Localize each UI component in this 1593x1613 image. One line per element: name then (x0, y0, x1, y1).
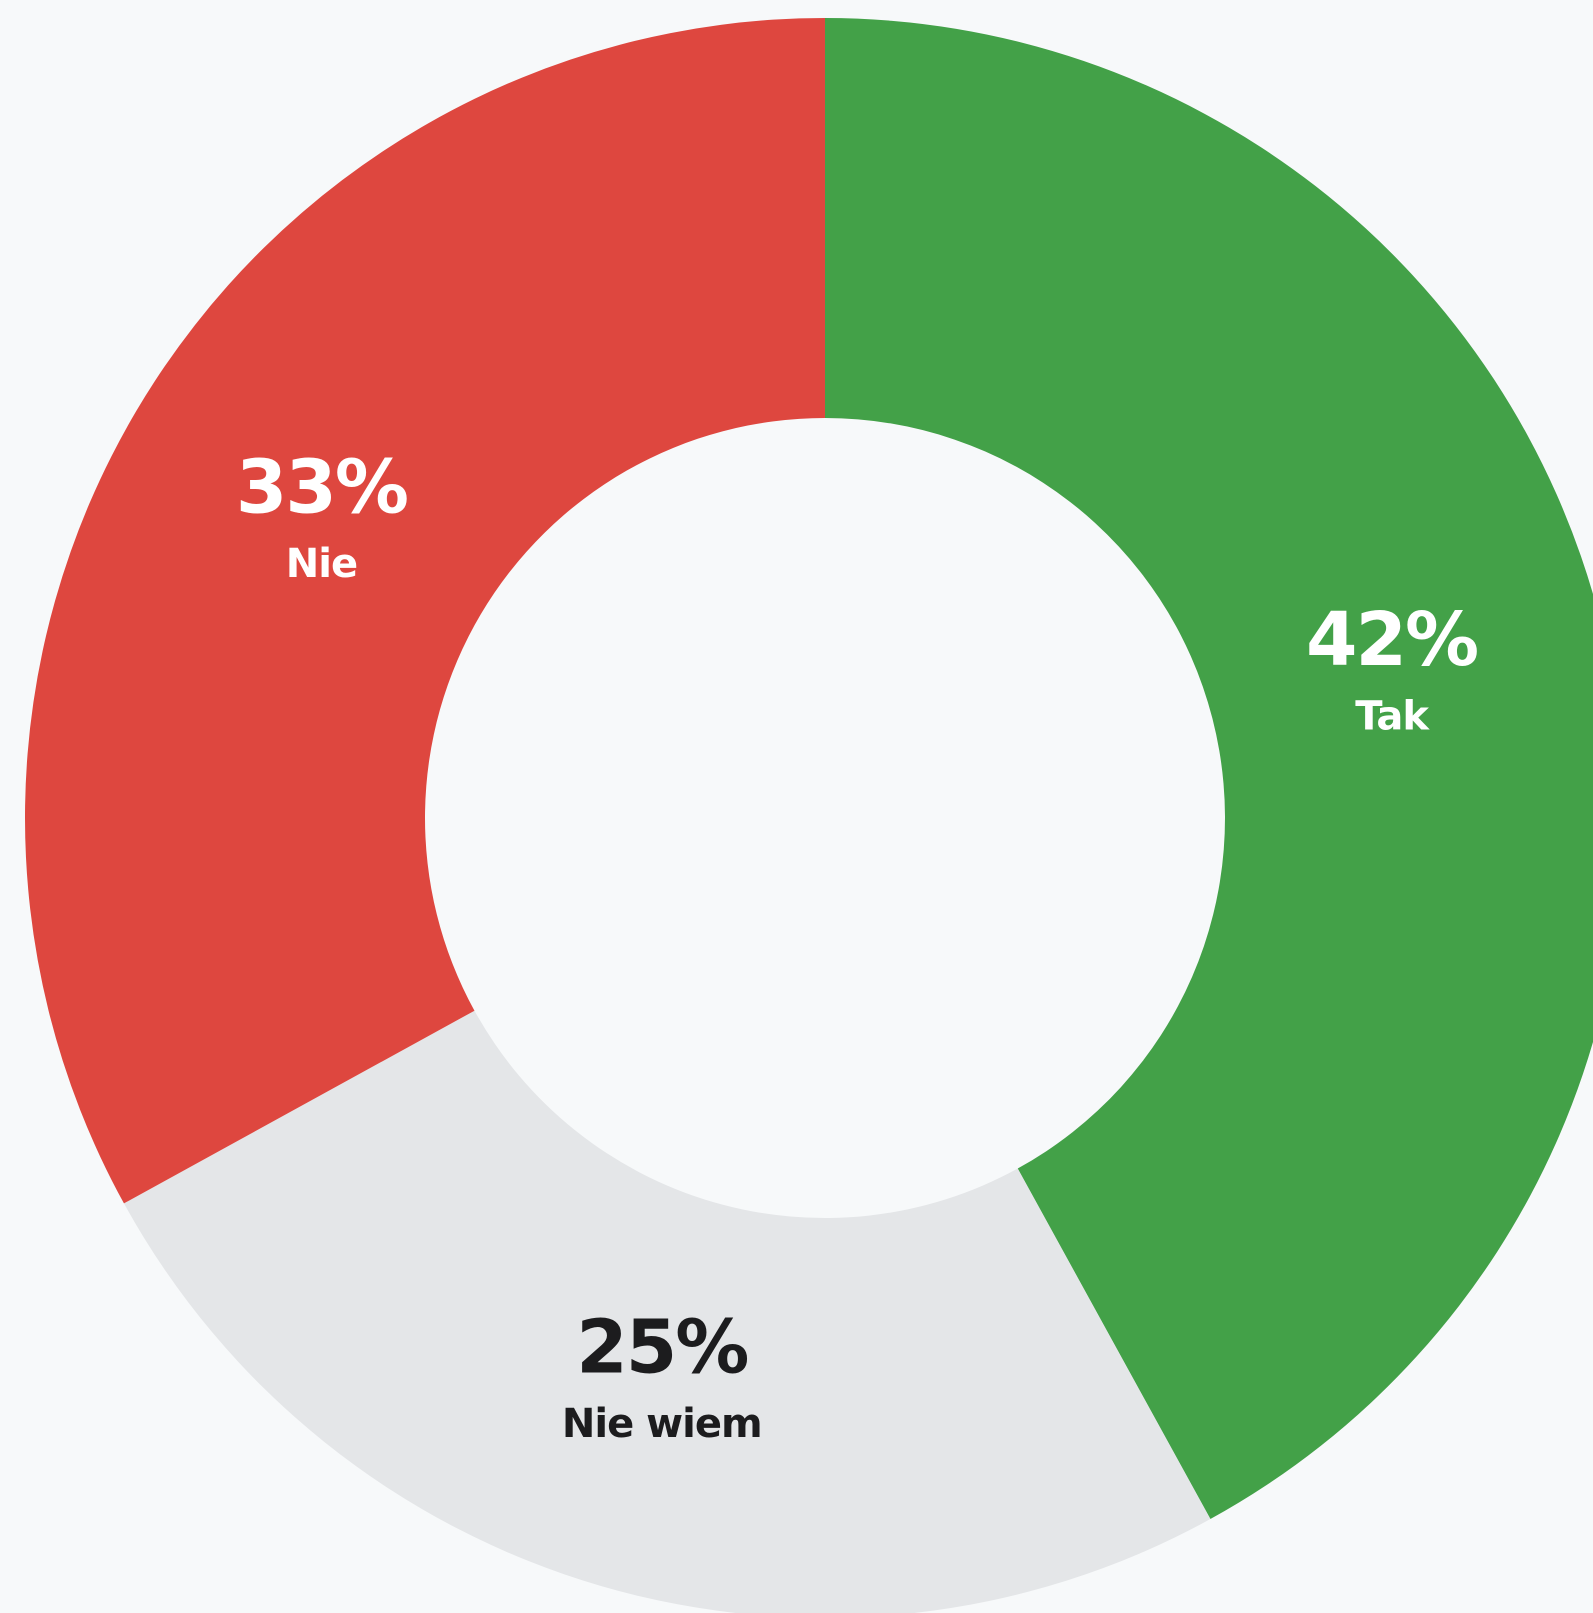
segment-name-label: Nie wiem (562, 1401, 762, 1447)
donut-segment (825, 18, 1593, 1520)
segment-value-label: 25% (576, 1304, 747, 1390)
donut-segment (25, 18, 826, 1204)
segment-value-label: 42% (1306, 597, 1477, 683)
segment-name-label: Nie (286, 541, 357, 587)
segment-name-label: Tak (1355, 694, 1430, 740)
segment-value-label: 33% (236, 445, 407, 531)
donut-segment (123, 1010, 1211, 1613)
